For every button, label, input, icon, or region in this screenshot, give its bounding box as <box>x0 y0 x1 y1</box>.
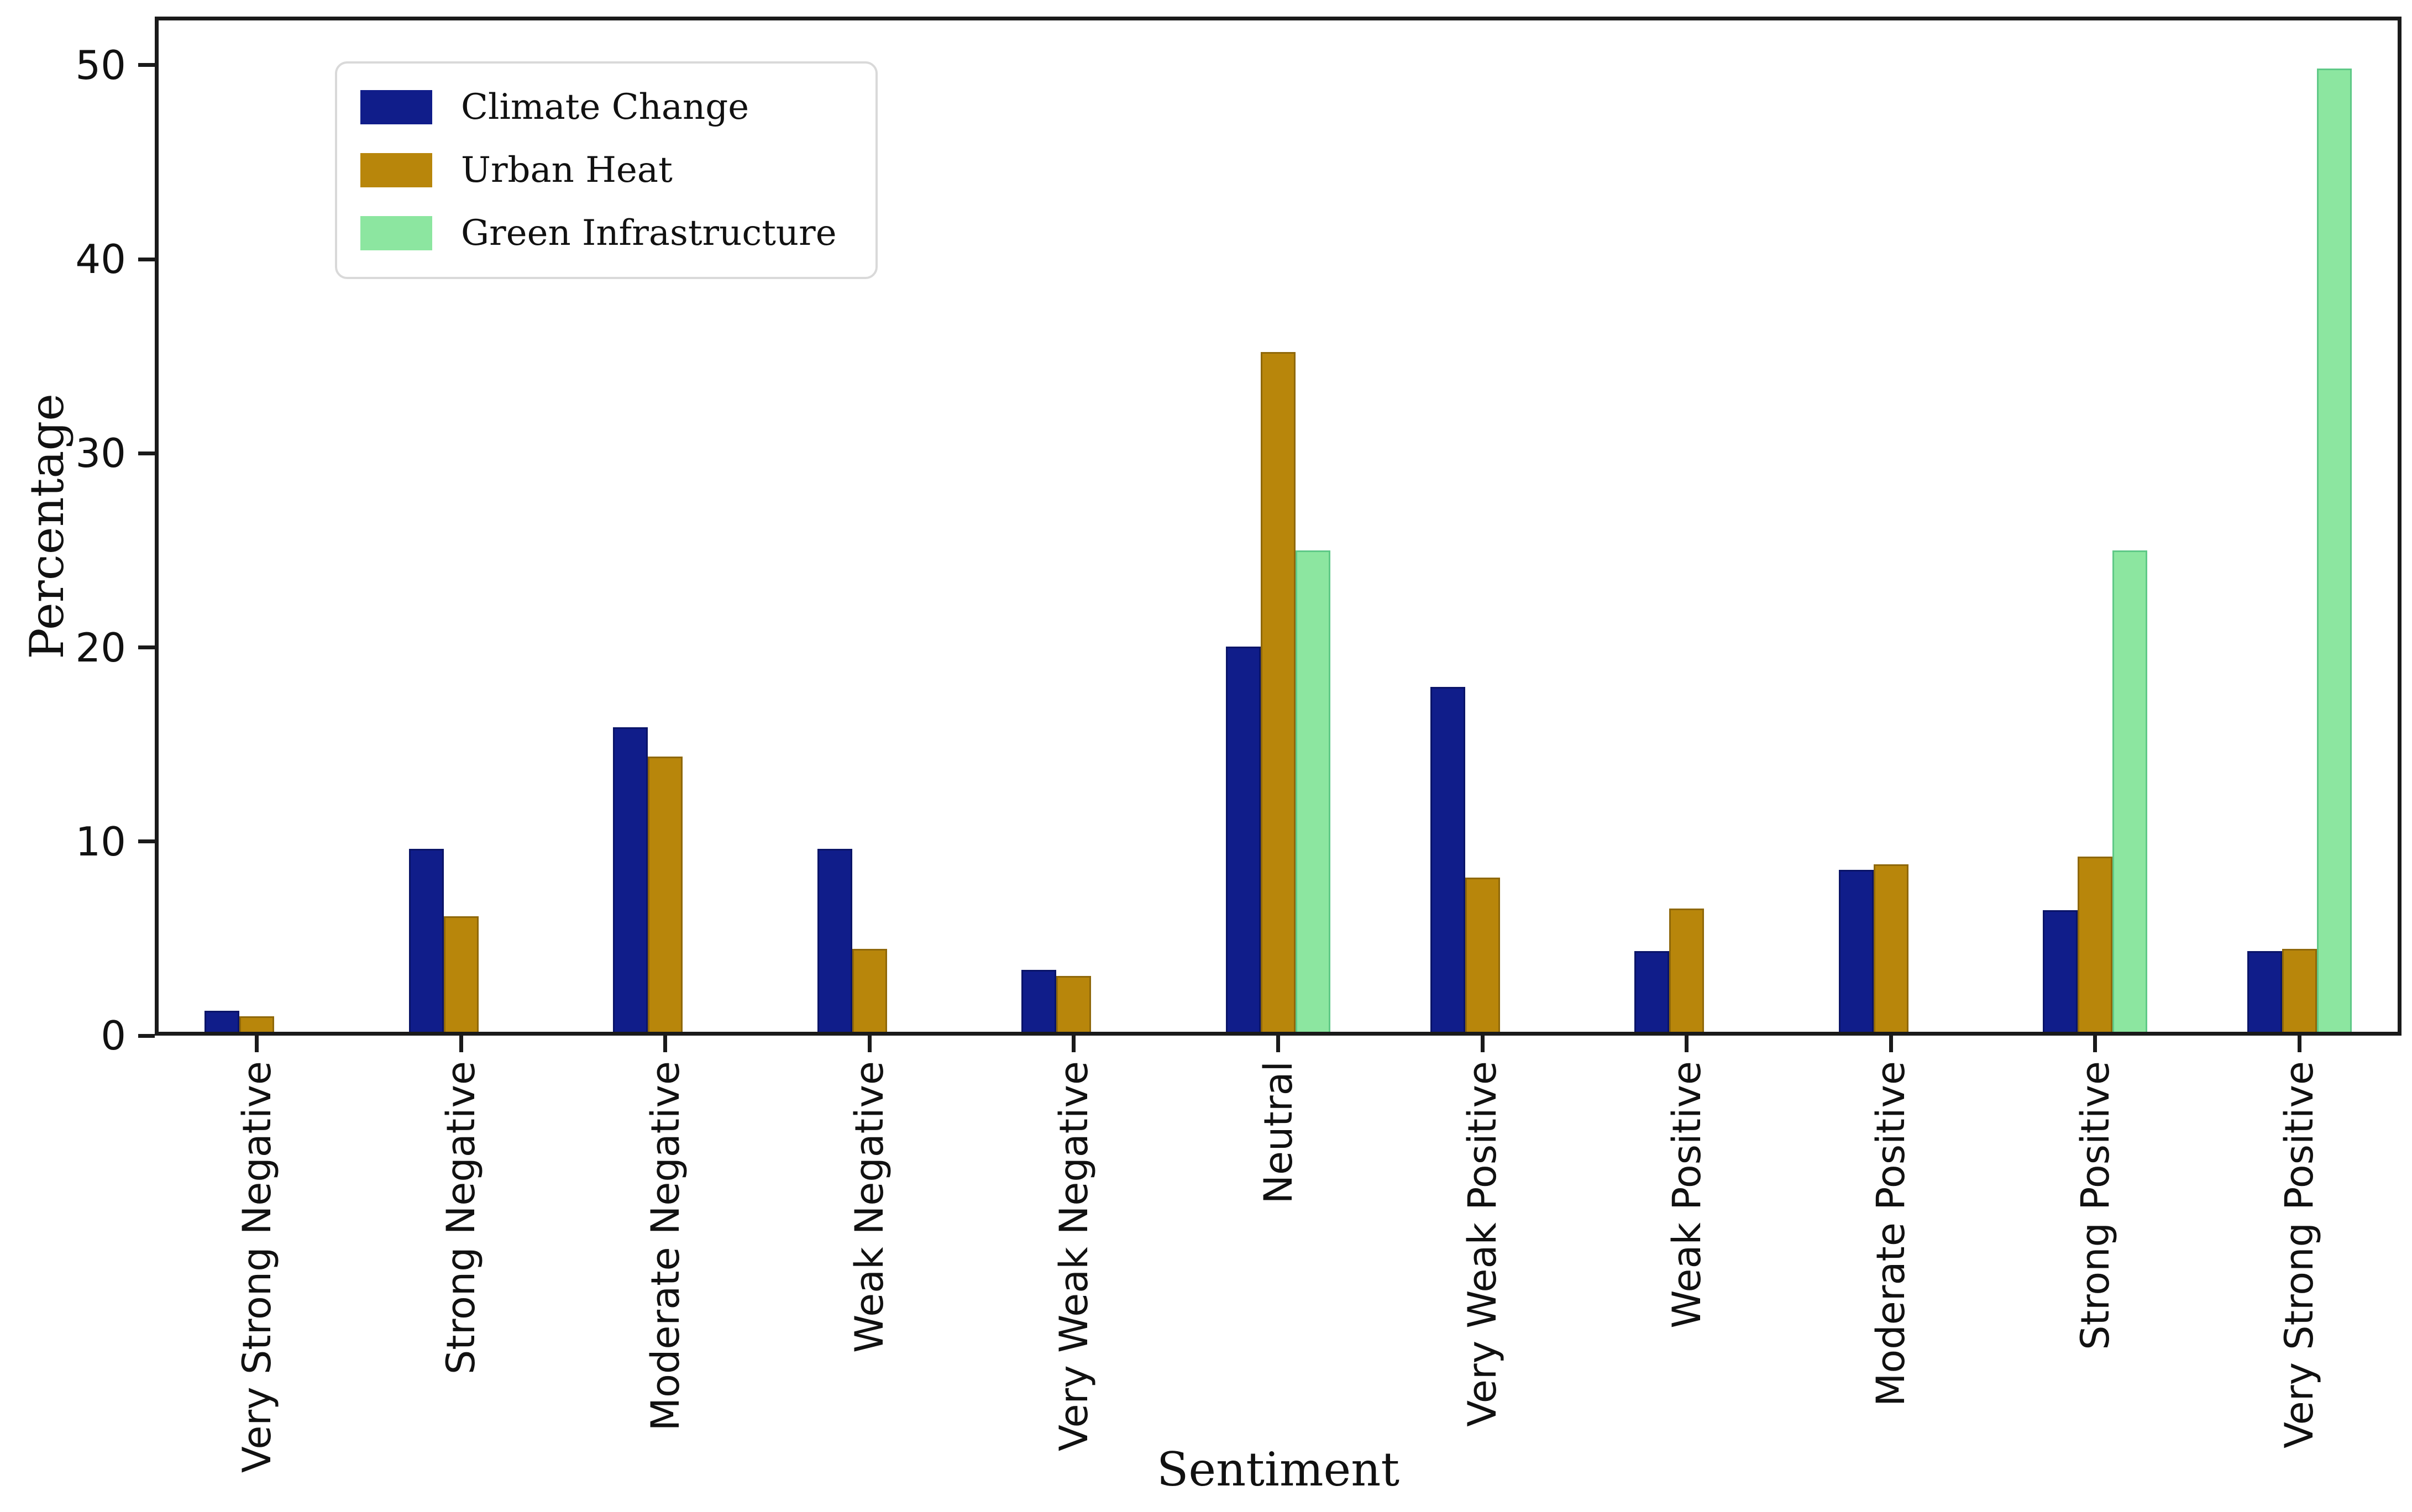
y-tick-mark-30 <box>138 451 155 455</box>
x-tick-label-very-strong-negative: Very Strong Negative <box>232 1061 282 1473</box>
x-tick-label-very-weak-negative: Very Weak Negative <box>1048 1061 1099 1451</box>
x-tick-label-text: Very Weak Negative <box>1051 1061 1097 1451</box>
x-tick-mark-strong-positive <box>2093 1036 2098 1052</box>
bar-climate-change-moderate-positive <box>1838 870 1874 1032</box>
bar-climate-change-very-weak-positive <box>1430 687 1465 1032</box>
y-tick-mark-50 <box>138 63 155 67</box>
plot-area: Climate Change Urban Heat Green Infrastr… <box>155 17 2401 1036</box>
x-tick-mark-weak-negative <box>867 1036 872 1052</box>
bar-urban-heat-weak-negative <box>852 949 887 1032</box>
x-axis-label: Sentiment <box>1156 1442 1400 1497</box>
bar-climate-change-weak-negative <box>817 848 852 1032</box>
x-tick-label-text: Very Weak Positive <box>1460 1061 1506 1427</box>
legend: Climate Change Urban Heat Green Infrastr… <box>335 61 878 279</box>
bar-climate-change-weak-positive <box>1634 951 1670 1032</box>
legend-label-climate-change: Climate Change <box>461 87 749 128</box>
bar-urban-heat-moderate-positive <box>1873 864 1908 1032</box>
x-tick-label-text: Very Strong Negative <box>234 1061 280 1473</box>
legend-swatch-climate-change <box>360 90 432 124</box>
x-tick-label-very-weak-positive: Very Weak Positive <box>1457 1061 1508 1427</box>
y-tick-mark-40 <box>138 257 155 261</box>
x-tick-mark-very-weak-negative <box>1072 1036 1076 1052</box>
y-tick-mark-20 <box>138 645 155 650</box>
bar-urban-heat-weak-positive <box>1669 908 1705 1032</box>
x-tick-label-text: Moderate Negative <box>642 1061 688 1431</box>
legend-item-green-infrastructure: Green Infrastructure <box>360 213 837 254</box>
x-tick-label-text: Very Strong Positive <box>2277 1061 2322 1448</box>
x-tick-label-text: Moderate Positive <box>1868 1061 1914 1407</box>
x-tick-mark-very-weak-positive <box>1480 1036 1485 1052</box>
bar-urban-heat-very-strong-positive <box>2282 949 2317 1032</box>
x-tick-label-text: Neutral <box>1255 1061 1301 1204</box>
x-tick-label-very-strong-positive: Very Strong Positive <box>2274 1061 2325 1448</box>
bar-urban-heat-very-weak-negative <box>1056 975 1092 1032</box>
x-tick-mark-very-strong-negative <box>255 1036 259 1052</box>
bar-urban-heat-very-weak-positive <box>1465 878 1500 1032</box>
x-tick-label-neutral: Neutral <box>1253 1061 1304 1204</box>
legend-swatch-green-infrastructure <box>360 216 432 250</box>
y-tick-label-30: 30 <box>75 430 126 477</box>
x-tick-mark-weak-positive <box>1685 1036 1689 1052</box>
y-tick-label-50: 50 <box>75 41 126 88</box>
x-tick-mark-moderate-positive <box>1889 1036 1893 1052</box>
y-tick-label-0: 0 <box>101 1012 126 1059</box>
x-tick-label-text: Weak Positive <box>1664 1061 1710 1329</box>
x-tick-label-text: Strong Positive <box>2072 1061 2118 1350</box>
legend-item-urban-heat: Urban Heat <box>360 150 837 191</box>
x-tick-mark-neutral <box>1276 1036 1280 1052</box>
x-tick-label-text: Weak Negative <box>847 1061 893 1353</box>
bar-climate-change-moderate-negative <box>613 727 648 1032</box>
y-tick-mark-0 <box>138 1033 155 1038</box>
bar-green-infrastructure-strong-positive <box>2112 550 2148 1032</box>
bar-urban-heat-strong-positive <box>2078 856 2113 1032</box>
x-tick-label-strong-negative: Strong Negative <box>436 1061 486 1374</box>
x-tick-label-weak-negative: Weak Negative <box>844 1061 895 1353</box>
bar-urban-heat-neutral <box>1261 351 1296 1032</box>
legend-item-climate-change: Climate Change <box>360 87 837 128</box>
bar-climate-change-very-strong-negative <box>205 1010 240 1032</box>
legend-label-green-infrastructure: Green Infrastructure <box>461 213 837 254</box>
x-tick-label-moderate-negative: Moderate Negative <box>640 1061 691 1431</box>
bar-urban-heat-very-strong-negative <box>239 1016 275 1032</box>
bar-green-infrastructure-very-strong-positive <box>2316 69 2352 1032</box>
bar-green-infrastructure-neutral <box>1296 550 1330 1032</box>
bar-climate-change-very-strong-positive <box>2247 951 2282 1032</box>
bar-climate-change-strong-negative <box>408 848 444 1032</box>
y-tick-label-40: 40 <box>75 236 126 283</box>
bar-urban-heat-moderate-negative <box>648 756 683 1032</box>
legend-label-urban-heat: Urban Heat <box>461 150 673 191</box>
x-tick-label-text: Strong Negative <box>438 1061 484 1375</box>
bar-urban-heat-strong-negative <box>443 916 479 1032</box>
bar-climate-change-very-weak-negative <box>1021 970 1057 1032</box>
x-tick-mark-very-strong-positive <box>2297 1036 2301 1052</box>
x-tick-mark-moderate-negative <box>663 1036 668 1052</box>
y-axis-label-wrap: Percentage <box>17 17 77 1036</box>
y-tick-label-10: 10 <box>75 818 126 865</box>
x-tick-label-moderate-positive: Moderate Positive <box>1865 1061 1916 1406</box>
x-tick-label-weak-positive: Weak Positive <box>1661 1061 1712 1329</box>
y-axis-label: Percentage <box>20 393 74 659</box>
bar-climate-change-strong-positive <box>2043 910 2078 1032</box>
y-tick-label-20: 20 <box>75 624 126 671</box>
bar-climate-change-neutral <box>1226 646 1261 1032</box>
y-tick-mark-10 <box>138 839 155 844</box>
legend-swatch-urban-heat <box>360 153 432 187</box>
x-tick-mark-strong-negative <box>459 1036 463 1052</box>
x-tick-label-strong-positive: Strong Positive <box>2070 1061 2121 1350</box>
